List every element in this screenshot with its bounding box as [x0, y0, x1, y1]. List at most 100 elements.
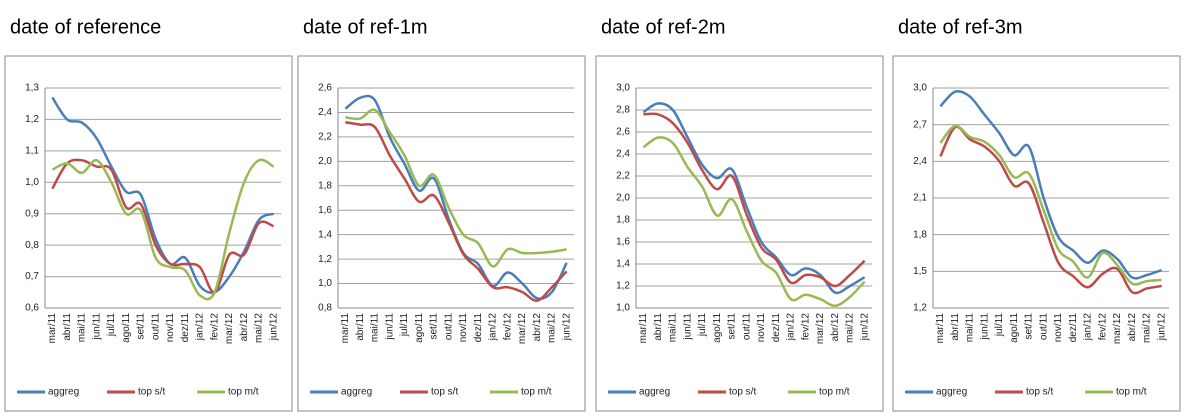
series-line [345, 108, 567, 268]
x-tick-label: abr/12 [532, 313, 543, 342]
chart-title: date of ref-3m [898, 16, 1023, 38]
chart-title: date of ref-2m [601, 16, 726, 38]
x-tick-label: dez/11 [180, 313, 191, 343]
legend-label: top s/t [138, 387, 165, 398]
y-tick-label: 1,8 [913, 229, 927, 240]
x-tick-label: mai/12 [547, 313, 558, 343]
x-tick-label: ago/11 [712, 313, 723, 343]
legend-label: aggreg [639, 387, 670, 398]
x-tick-label: jan/12 [195, 313, 206, 342]
x-tick-label: set/11 [429, 313, 440, 340]
y-tick-label: 1,4 [616, 259, 630, 270]
x-tick-label: nov/11 [756, 313, 767, 343]
chart-title: date of reference [10, 16, 161, 38]
x-tick-label: mar/12 [224, 313, 235, 345]
x-tick-label: mai/11 [370, 313, 381, 343]
x-tick-label: abr/12 [830, 313, 841, 342]
y-tick-label: 1,4 [318, 229, 332, 240]
x-tick-label: jun/11 [91, 313, 102, 341]
x-tick-label: mai/11 [77, 313, 88, 343]
x-tick-label: mar/11 [47, 313, 58, 344]
x-tick-label: out/11 [1038, 313, 1049, 340]
y-tick-label: 1,1 [25, 145, 39, 156]
legend-label: aggreg [48, 387, 79, 398]
y-tick-label: 2,6 [318, 83, 332, 94]
y-tick-label: 2,2 [318, 132, 332, 143]
x-tick-label: mai/12 [1142, 313, 1153, 343]
y-tick-label: 1,6 [616, 237, 630, 248]
panel-frame [892, 55, 1181, 412]
x-tick-label: ago/11 [1009, 313, 1020, 343]
x-tick-label: jun/12 [859, 313, 870, 342]
x-tick-label: mar/11 [935, 313, 946, 344]
legend-label: top s/t [431, 387, 458, 398]
x-tick-label: jan/12 [488, 313, 499, 342]
y-tick-label: 2,4 [318, 107, 332, 118]
legend-label: aggreg [936, 387, 967, 398]
y-tick-label: 0,6 [25, 303, 39, 314]
x-tick-label: mai/12 [845, 313, 856, 343]
legend-label: top s/t [1026, 387, 1053, 398]
series-line [939, 124, 1162, 286]
x-tick-label: nov/11 [1053, 313, 1064, 343]
x-tick-label: nov/11 [458, 313, 469, 343]
x-tick-label: fev/12 [1097, 313, 1108, 341]
x-tick-label: out/11 [443, 313, 454, 340]
x-tick-label: set/11 [1024, 313, 1035, 340]
y-tick-label: 1,8 [318, 180, 332, 191]
y-tick-label: 1,8 [616, 215, 630, 226]
x-tick-label: out/11 [150, 313, 161, 340]
series-line [642, 102, 866, 295]
y-tick-label: 0,8 [25, 240, 39, 251]
y-tick-label: 1,2 [913, 303, 927, 314]
x-tick-label: jul/11 [399, 313, 410, 338]
series-line [344, 94, 568, 300]
series-line [345, 120, 568, 302]
x-tick-label: mai/11 [668, 313, 679, 343]
series-line [939, 89, 1163, 280]
y-tick-label: 2,4 [616, 149, 630, 160]
x-tick-label: ago/11 [414, 313, 425, 343]
panel-frame [297, 55, 586, 412]
panel-frame [595, 55, 884, 412]
x-tick-label: fev/12 [800, 313, 811, 341]
x-tick-label: jul/11 [994, 313, 1005, 338]
x-tick-label: jun/12 [1156, 313, 1167, 342]
series-line [642, 136, 866, 308]
x-tick-label: mar/12 [517, 313, 528, 345]
y-tick-label: 1,5 [913, 266, 927, 277]
y-tick-label: 2,1 [913, 193, 927, 204]
x-tick-label: nov/11 [165, 313, 176, 343]
x-tick-label: dez/11 [1068, 313, 1079, 343]
x-tick-label: mar/12 [1112, 313, 1123, 345]
y-tick-label: 2,4 [913, 156, 927, 167]
x-tick-label: jun/11 [979, 313, 990, 341]
y-tick-label: 2,8 [616, 105, 630, 116]
y-tick-label: 2,2 [616, 171, 630, 182]
x-tick-label: jul/11 [697, 313, 708, 338]
x-tick-label: abr/11 [62, 313, 73, 341]
x-tick-label: jun/11 [682, 313, 693, 341]
y-tick-label: 2,7 [913, 119, 927, 130]
legend-label: top m/t [1116, 387, 1147, 398]
x-tick-label: out/11 [741, 313, 752, 340]
y-tick-label: 1,6 [318, 205, 332, 216]
x-tick-label: jan/12 [786, 313, 797, 342]
x-tick-label: fev/12 [502, 313, 513, 341]
x-tick-label: mar/12 [815, 313, 826, 345]
x-tick-label: abr/11 [355, 313, 366, 341]
x-tick-label: set/11 [136, 313, 147, 340]
x-tick-label: jul/11 [106, 313, 117, 338]
x-tick-label: abr/12 [1127, 313, 1138, 342]
x-tick-label: jun/12 [561, 313, 572, 342]
y-tick-label: 0,9 [25, 208, 39, 219]
series-line [51, 96, 275, 295]
legend-label: top s/t [729, 387, 756, 398]
y-tick-label: 2,6 [616, 127, 630, 138]
y-tick-label: 1,0 [318, 278, 332, 289]
legend-label: top m/t [819, 387, 850, 398]
series-line [51, 158, 275, 294]
x-tick-label: ago/11 [121, 313, 132, 343]
legend-label: top m/t [521, 387, 552, 398]
